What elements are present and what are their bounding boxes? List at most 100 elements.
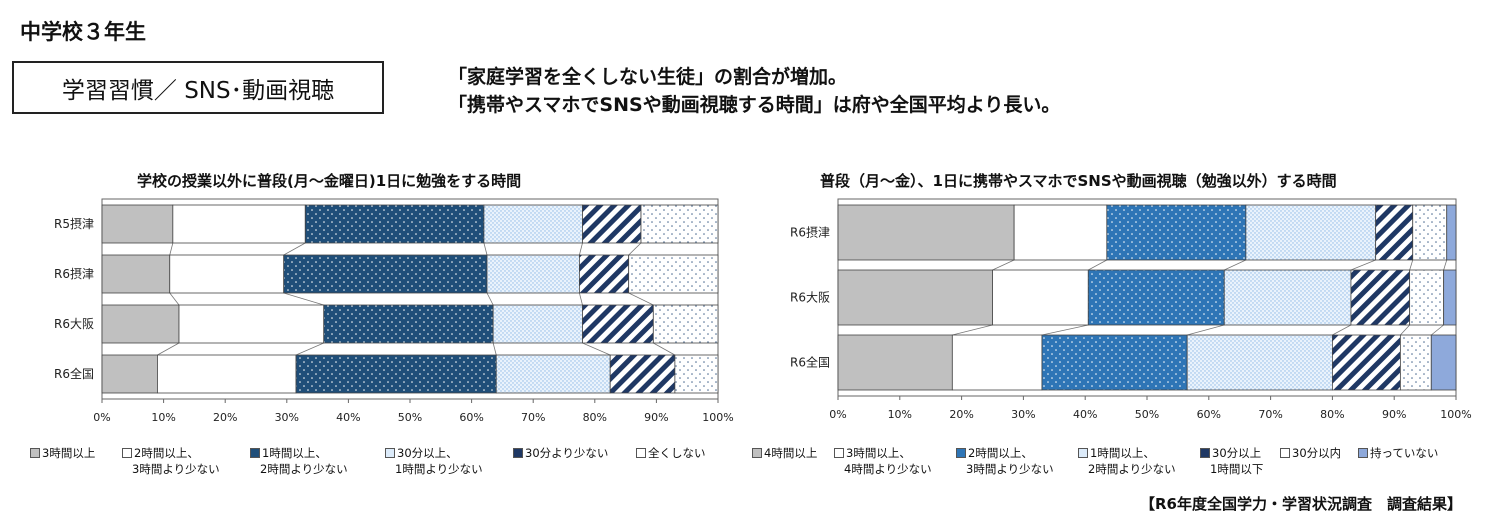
connector-line (169, 292, 180, 306)
bar-segment (283, 254, 488, 294)
bar-segment (640, 204, 719, 244)
legend-item: 30分より少ない (513, 445, 636, 477)
connector-line (486, 292, 494, 306)
connector-line (1443, 259, 1448, 271)
x-tick-label: 100% (1440, 408, 1471, 421)
legend-label: 3時間以上、 (846, 446, 911, 460)
bar-segment (1041, 334, 1188, 391)
connector-line (1332, 324, 1352, 336)
bar-segment (1087, 269, 1225, 326)
study-time-chart-title: 学校の授業以外に普段(月～金曜日)1日に勉強をする時間 (137, 172, 522, 190)
x-tick-label: 30% (275, 411, 299, 424)
bar-segment (1446, 204, 1457, 261)
legend-swatch (1358, 448, 1368, 458)
bar-segment (495, 354, 611, 394)
x-tick-label: 40% (1073, 408, 1097, 421)
legend-item: 30分以上、 1時間より少ない (385, 445, 513, 477)
legend-item: 2時間以上、 3時間より少ない (122, 445, 250, 477)
x-tick-label: 70% (521, 411, 545, 424)
bar-segment (1443, 269, 1457, 326)
summary-text: 「家庭学習を全くしない生徒」の割合が増加。 「携帯やスマホでSNSや動画視聴する… (448, 63, 1060, 119)
bar-segment (582, 304, 654, 344)
legend-swatch (1078, 448, 1088, 458)
sns-time-legend: 4時間以上 3時間以上、 4時間より少ない 2時間以上、 3時間より少ない 1時間以上、 2… (752, 445, 1453, 477)
legend-label: 30分以内 (1292, 446, 1342, 460)
bar-segment (178, 304, 325, 344)
bar-segment (582, 204, 642, 244)
category-label: R5摂津 (54, 216, 94, 231)
legend-swatch (956, 448, 966, 458)
legend-swatch (30, 448, 40, 458)
bar-segment (169, 254, 285, 294)
legend-swatch (513, 448, 523, 458)
bar-segment (674, 354, 719, 394)
connector-line (483, 242, 488, 256)
bar-segment (101, 354, 158, 394)
legend-item: 30分以上 1時間以下 (1200, 445, 1280, 477)
bar-segment (1350, 269, 1411, 326)
bar-segment (652, 304, 719, 344)
connector-line (992, 259, 1015, 271)
x-tick-label: 50% (1135, 408, 1159, 421)
legend-label: 1時間以上、 (1090, 446, 1155, 460)
x-tick-label: 0% (829, 408, 846, 421)
legend-swatch (834, 448, 844, 458)
bar-segment (1013, 204, 1108, 261)
bar-segment (323, 304, 494, 344)
bar-segment (1106, 204, 1247, 261)
bar-segment (157, 354, 297, 394)
connector-line (579, 292, 583, 306)
connector-line (582, 342, 611, 356)
topic-label: 学習習慣／ SNS･動画視聴 (61, 77, 335, 104)
x-tick-label: 10% (888, 408, 912, 421)
connector-line (628, 292, 654, 306)
legend-swatch (122, 448, 132, 458)
summary-line-2: 「携帯やスマホでSNSや動画視聴する時間」は府や全国平均より長い。 (448, 94, 1061, 116)
topic-box: 学習習慣／ SNS･動画視聴 (12, 61, 384, 114)
bar-segment (1245, 204, 1377, 261)
bar-segment (101, 204, 174, 244)
legend-label: 持っていない (1370, 446, 1439, 460)
connector-line (952, 324, 993, 336)
legend-swatch (1200, 448, 1210, 458)
connector-line (492, 342, 497, 356)
bar-segment (609, 354, 676, 394)
connector-line (628, 242, 642, 256)
bar-segment (628, 254, 719, 294)
legend-label: 2時間以上、 (134, 446, 199, 460)
legend-label: 全くしない (648, 446, 706, 460)
x-tick-label: 70% (1258, 408, 1282, 421)
legend-item: 1時間以上、 2時間より少ない (250, 445, 385, 477)
x-tick-label: 20% (949, 408, 973, 421)
legend-item: 3時間以上、 4時間より少ない (834, 445, 956, 477)
x-tick-label: 80% (583, 411, 607, 424)
x-tick-label: 90% (1382, 408, 1406, 421)
legend-label: 1時間以上、 (262, 446, 327, 460)
legend-item: 持っていない (1358, 445, 1453, 477)
x-tick-label: 90% (644, 411, 668, 424)
legend-label: 2時間以上、 (968, 446, 1033, 460)
bar-segment (172, 204, 306, 244)
x-tick-label: 20% (213, 411, 237, 424)
sns-time-chart-title: 普段（月～金）、1日に携帯やスマホでSNSや動画視聴（勉強以外）する時間 (820, 172, 1337, 190)
connector-line (169, 242, 174, 256)
category-label: R6大阪 (54, 317, 94, 331)
bar-segment (837, 334, 953, 391)
legend-item: 1時間以上、 2時間より少ない (1078, 445, 1200, 477)
category-label: R6全国 (790, 355, 830, 370)
connector-line (1224, 259, 1247, 271)
legend-label: 3時間以上 (42, 446, 96, 460)
bar-segment (486, 254, 580, 294)
x-tick-label: 30% (1011, 408, 1035, 421)
connector-line (1041, 324, 1089, 336)
legend-swatch (636, 448, 646, 458)
bar-segment (101, 304, 180, 344)
legend-label: 30分より少ない (525, 446, 609, 460)
bar-segment (483, 204, 583, 244)
page-title: 中学校３年生 (20, 20, 146, 44)
source-note: 【R6年度全国学力・学習状況調査 調査結果】 (1140, 495, 1462, 513)
legend-label: 30分以上、 (397, 446, 458, 460)
bar-segment (837, 269, 993, 326)
bar-segment (1186, 334, 1333, 391)
x-tick-label: 0% (93, 411, 110, 424)
